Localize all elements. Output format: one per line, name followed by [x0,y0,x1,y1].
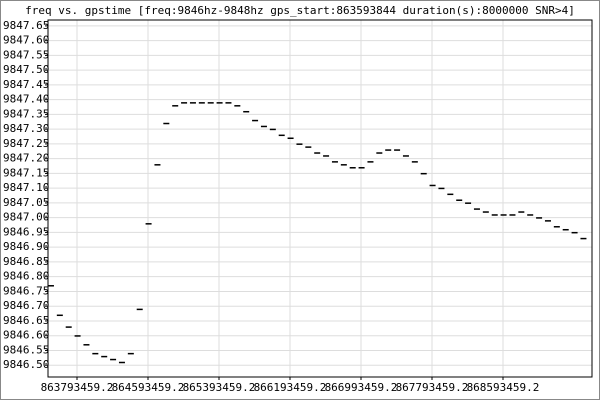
point [571,231,578,234]
point [136,308,143,311]
y-tick-label: 9847.20 [3,152,49,165]
point [189,102,196,104]
y-tick-label: 9847.50 [3,63,49,76]
point [411,161,418,163]
x-tick-label: 863793459.2 [41,381,114,394]
chart-title: freq vs. gpstime [freq:9846hz-9848hz gps… [25,4,575,17]
point [145,223,152,225]
point [536,217,543,219]
point [207,102,214,104]
y-tick-label: 9846.60 [3,329,49,342]
y-tick-label: 9846.85 [3,255,49,268]
y-tick-label: 9846.70 [3,299,49,312]
point [394,149,401,151]
point [562,228,569,231]
point [358,167,365,169]
point [553,226,560,228]
point [198,102,205,104]
point [83,344,90,346]
point [260,125,267,128]
y-tick-label: 9847.10 [3,181,49,194]
point [269,128,276,131]
y-tick-label: 9846.75 [3,284,49,297]
point [456,199,463,201]
plot-frame [47,19,593,378]
y-tick-label: 9847.15 [3,166,49,179]
point [47,285,54,287]
y-tick-label: 9846.80 [3,270,49,283]
x-tick-label: 864593459.2 [112,381,185,394]
point [518,211,525,213]
point [482,211,489,213]
y-tick-label: 9846.95 [3,225,49,238]
point [323,155,330,157]
x-tick-label: 867793459.2 [396,381,469,394]
point [234,105,241,107]
point [296,143,303,145]
point [243,110,250,113]
point [402,155,409,157]
point [465,202,472,204]
x-tick-label: 865393459.2 [183,381,256,394]
y-tick-label: 9847.00 [3,211,49,224]
point [349,167,356,169]
y-tick-label: 9847.40 [3,93,49,106]
point [509,214,516,216]
point [278,134,285,137]
point [110,358,117,361]
point [225,102,232,104]
point [172,105,179,107]
point [491,214,498,216]
point [216,102,223,104]
y-tick-label: 9847.05 [3,196,49,209]
point [420,172,427,175]
y-tick-label: 9847.35 [3,107,49,120]
y-tick-label: 9847.65 [3,19,49,32]
y-tick-label: 9847.30 [3,122,49,135]
point [305,146,312,148]
y-tick-label: 9847.45 [3,78,49,91]
point [287,137,294,140]
y-tick-label: 9846.50 [3,358,49,371]
point [331,161,338,163]
point [527,214,534,216]
point [580,237,587,240]
point [429,184,436,187]
point [314,152,321,154]
y-tick-label: 9846.55 [3,343,49,356]
point [181,102,188,104]
point [154,164,161,166]
point [252,119,259,122]
y-tick-label: 9846.90 [3,240,49,253]
x-tick-label: 868593459.2 [467,381,540,394]
point [473,208,480,210]
point [74,335,81,337]
x-tick-label: 866993459.2 [325,381,398,394]
point [163,122,170,125]
point [92,352,99,355]
point [56,314,63,317]
point [118,361,125,364]
y-tick-label: 9847.25 [3,137,49,150]
y-tick-label: 9847.60 [3,34,49,47]
point [65,326,72,328]
point [340,164,347,166]
y-tick-label: 9846.65 [3,314,49,327]
point [101,355,108,358]
point [376,152,383,154]
point [438,187,445,190]
y-tick-label: 9847.55 [3,48,49,61]
point [447,193,454,196]
point [367,161,374,163]
point [385,149,392,151]
x-tick-label: 866193459.2 [254,381,327,394]
point [544,220,551,222]
point [500,214,507,216]
point [127,352,134,355]
